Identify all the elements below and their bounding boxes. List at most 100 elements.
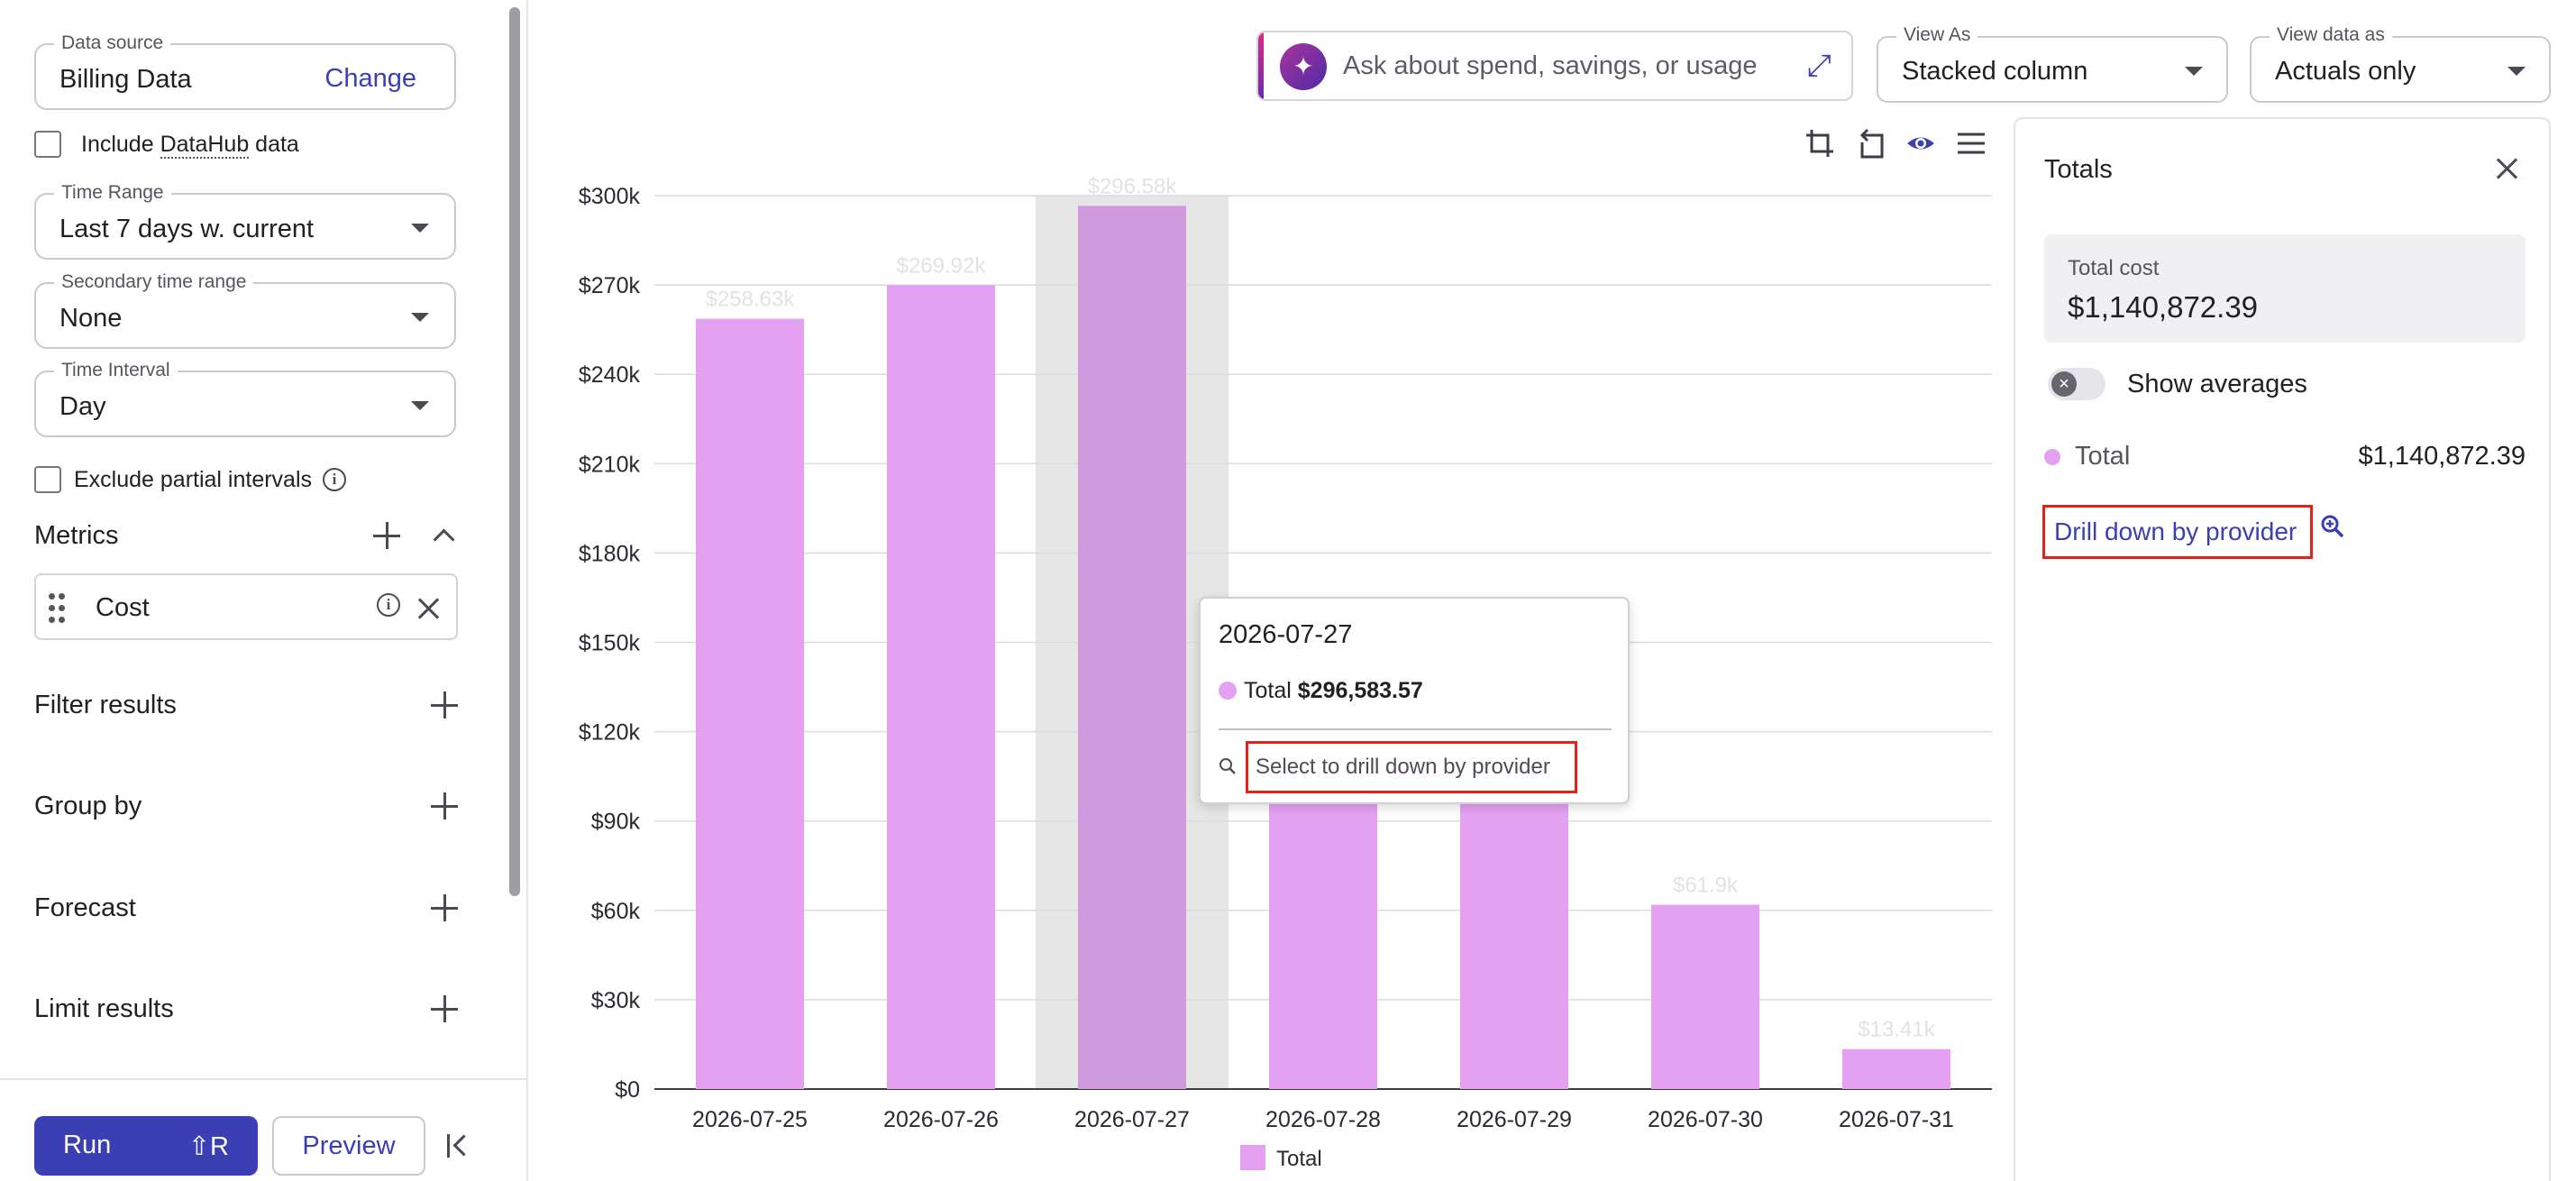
view-data-as-value: Actuals only [2275,57,2416,86]
drag-handle-icon[interactable] [49,593,67,624]
ask-ai-input[interactable]: ✦ Ask about spend, savings, or usage ⤢ [1256,31,1853,101]
zoom-icon [1219,757,1237,781]
zoom-in-icon[interactable] [2320,514,2345,544]
include-datahub-label: Include DataHub data [81,131,299,159]
tooltip-drill-down-link[interactable]: Select to drill down by provider [1246,741,1577,793]
x-tick-label: 2026-07-30 [1648,1107,1763,1132]
x-tick-label: 2026-07-31 [1839,1107,1954,1132]
data-source-field: Data source Billing Data Change [34,32,456,110]
tooltip-value: $296,583.57 [1297,678,1423,703]
time-range-value: Last 7 days w. current [59,215,315,243]
datahub-term[interactable]: DataHub [160,131,250,159]
time-interval-select[interactable]: Time Interval Day [34,360,456,437]
show-averages-label: Show averages [2127,370,2307,398]
reset-zoom-icon[interactable] [1855,128,1886,159]
info-icon[interactable]: i [323,468,347,491]
add-forecast-icon[interactable] [431,894,458,921]
tooltip-series-line: Total $296,583.57 [1244,678,1423,704]
chevron-up-icon[interactable] [431,526,454,545]
exclude-partial-row[interactable]: Exclude partial intervals i [34,464,347,495]
preview-button[interactable]: Preview [272,1116,425,1176]
caret-down-icon [2185,67,2203,76]
y-tick-label: $150k [579,631,641,656]
bar-data-label: $296.58k [1088,174,1178,198]
forecast-section[interactable]: Forecast [34,890,458,926]
tooltip-divider [1219,728,1612,730]
y-tick-label: $120k [579,720,641,746]
secondary-time-range-label: Secondary time range [54,271,254,293]
time-interval-value: Day [59,392,106,421]
menu-icon[interactable] [1956,128,1987,159]
tooltip-series-name: Total [1244,678,1292,703]
y-tick-label: $240k [579,362,641,388]
change-data-source-button[interactable]: Change [324,64,416,93]
run-button[interactable]: Run ⇧R [34,1116,258,1176]
caret-down-icon [2507,67,2526,76]
y-tick-label: $30k [591,988,641,1013]
bar [1078,206,1186,1089]
data-source-label: Data source [54,32,171,54]
y-tick-label: $0 [615,1077,640,1103]
bar-data-label: $13.41k [1858,1018,1935,1042]
eye-icon[interactable] [1905,128,1936,159]
y-tick-label: $60k [591,899,641,924]
total-cost-card: Total cost $1,140,872.39 [2044,234,2526,343]
totals-row: Total $1,140,872.39 [2044,440,2526,476]
show-averages-toggle[interactable]: × [2048,368,2106,400]
bar-data-label: $258.63k [706,288,796,312]
view-data-as-select[interactable]: View data as Actuals only [2250,24,2551,103]
query-sidebar: Data source Billing Data Change Include … [0,0,528,1181]
exclude-partial-checkbox[interactable] [34,466,61,493]
include-datahub-row[interactable]: Include DataHub data [34,129,299,160]
time-interval-label: Time Interval [54,360,178,381]
view-as-value: Stacked column [1902,57,2088,86]
exclude-partial-label: Exclude partial intervals [74,466,313,492]
x-tick-label: 2026-07-29 [1457,1107,1572,1132]
group-by-title: Group by [34,791,142,820]
add-group-by-icon[interactable] [431,792,458,819]
tooltip-date: 2026-07-27 [1219,620,1353,649]
close-icon[interactable] [2495,157,2518,180]
toggle-off-icon: × [2051,371,2077,397]
sparkle-icon: ✦ [1280,43,1327,90]
view-as-select[interactable]: View As Stacked column [1877,24,2228,103]
secondary-time-range-select[interactable]: Secondary time range None [34,271,456,349]
remove-metric-icon[interactable] [416,597,440,620]
y-tick-label: $300k [579,184,641,209]
sidebar-scrollbar[interactable] [509,7,520,896]
legend-label: Total [1276,1147,1322,1171]
filter-results-section[interactable]: Filter results [34,687,458,723]
x-tick-label: 2026-07-26 [883,1107,999,1132]
metric-label: Cost [96,593,150,622]
secondary-time-range-value: None [59,304,123,333]
expand-icon[interactable]: ⤢ [1806,49,1832,83]
chart-toolbar [1804,128,1987,164]
drill-down-by-provider-link[interactable]: Drill down by provider [2042,505,2313,559]
metric-item-cost[interactable]: Cost i [34,573,458,640]
totals-panel: Totals Total cost $1,140,872.39 × Show a… [2014,117,2551,1181]
bar [1651,904,1759,1089]
y-tick-label: $210k [579,452,641,477]
x-tick-label: 2026-07-27 [1074,1107,1190,1132]
caret-down-icon [411,224,429,233]
metrics-section-header: Metrics [34,517,458,554]
crop-icon[interactable] [1804,128,1835,159]
legend-swatch [1240,1145,1265,1170]
limit-results-section[interactable]: Limit results [34,991,458,1027]
include-datahub-checkbox[interactable] [34,131,61,158]
y-tick-label: $270k [579,273,641,298]
bar-data-label: $61.9k [1673,874,1739,898]
add-filter-icon[interactable] [431,691,458,719]
x-tick-label: 2026-07-25 [692,1107,808,1132]
bar [887,285,995,1089]
totals-title: Totals [2044,155,2113,184]
ask-accent-bar [1258,32,1264,99]
group-by-section[interactable]: Group by [34,788,458,824]
add-limit-icon[interactable] [431,995,458,1022]
info-icon[interactable]: i [377,593,400,617]
series-dot [1219,682,1237,700]
add-metric-icon[interactable] [373,522,400,549]
time-range-select[interactable]: Time Range Last 7 days w. current [34,182,456,260]
bar [1460,791,1568,1089]
collapse-sidebar-icon[interactable] [443,1131,470,1161]
